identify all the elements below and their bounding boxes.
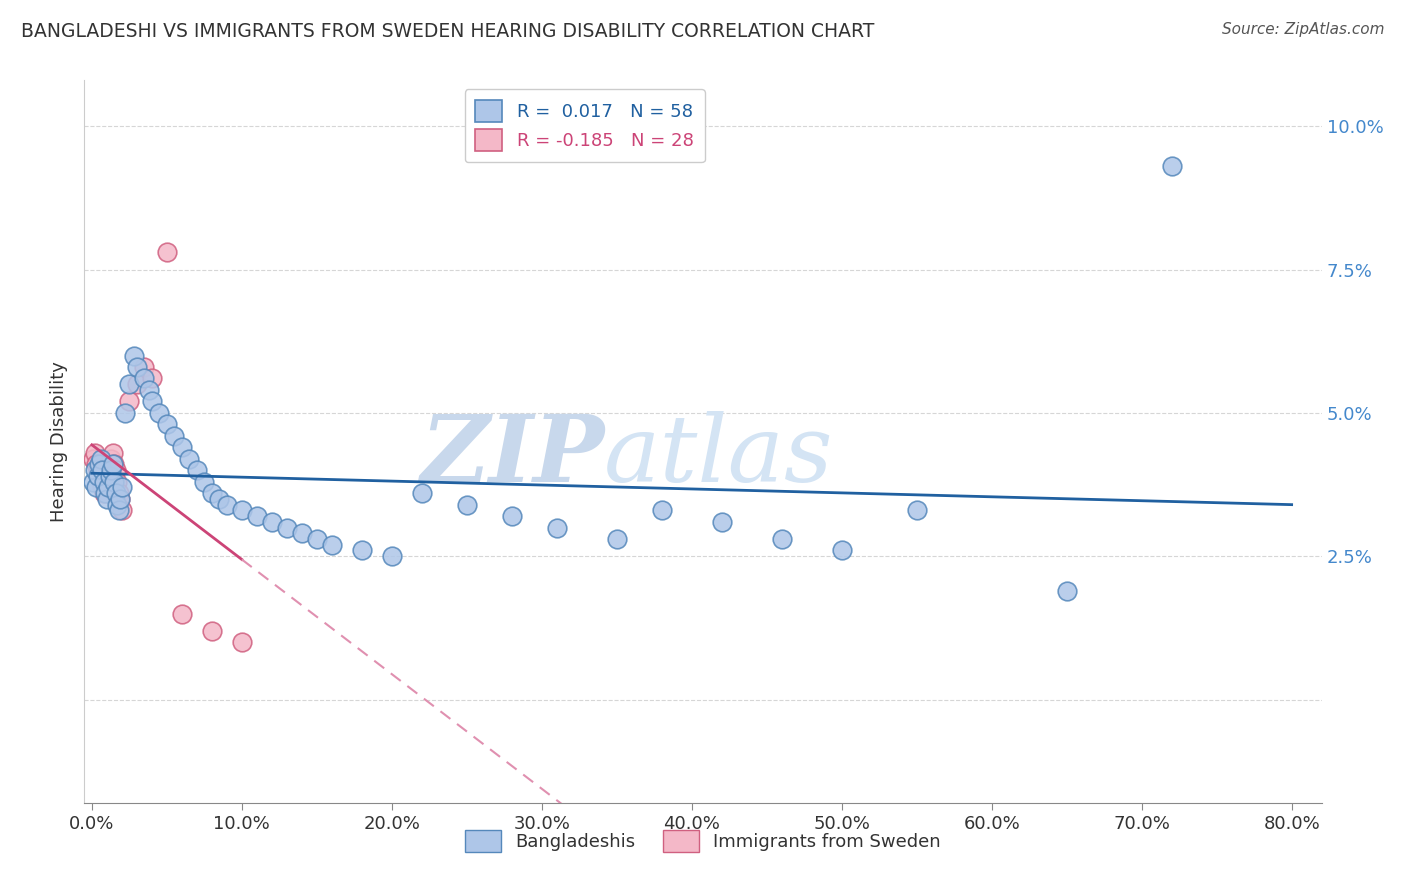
Point [103,458,125,472]
Point [546,520,568,534]
Legend: Bangladeshis, Immigrants from Sweden: Bangladeshis, Immigrants from Sweden [458,822,948,859]
Point [103,475,125,489]
Point [905,503,928,517]
Point [501,509,523,524]
Text: atlas: atlas [605,411,834,501]
Point [101,446,124,460]
Point [201,624,224,638]
Point [350,543,373,558]
Point [1160,159,1182,173]
Point [1056,583,1078,598]
Point [606,532,628,546]
Point [87,463,110,477]
Point [134,359,156,374]
Point [105,498,128,512]
Point [651,503,673,517]
Point [186,463,208,477]
Point [104,463,127,477]
Point [156,417,179,432]
Point [381,549,404,564]
Point [208,491,231,506]
Text: Source: ZipAtlas.com: Source: ZipAtlas.com [1222,22,1385,37]
Point [93,486,115,500]
Point [260,515,283,529]
Point [96,469,118,483]
Point [110,491,132,506]
Point [97,480,120,494]
Point [91,463,114,477]
Point [170,607,193,621]
Point [111,503,134,517]
Point [90,475,112,489]
Point [105,475,128,489]
Point [456,498,478,512]
Point [98,469,121,483]
Point [83,446,105,460]
Point [96,491,118,506]
Point [134,371,156,385]
Point [231,503,253,517]
Point [125,377,148,392]
Point [305,532,328,546]
Text: BANGLADESHI VS IMMIGRANTS FROM SWEDEN HEARING DISABILITY CORRELATION CHART: BANGLADESHI VS IMMIGRANTS FROM SWEDEN HE… [21,22,875,41]
Point [108,503,131,517]
Point [89,458,111,472]
Point [94,475,117,489]
Point [122,349,145,363]
Point [87,469,110,483]
Point [246,509,269,524]
Point [215,498,238,512]
Point [98,458,121,472]
Point [82,451,104,466]
Point [90,451,112,466]
Point [86,458,108,472]
Point [141,371,163,385]
Point [110,491,132,506]
Point [114,406,136,420]
Point [179,451,201,466]
Point [118,377,141,392]
Point [148,406,170,420]
Point [93,475,115,489]
Point [138,383,160,397]
Point [710,515,733,529]
Point [111,480,134,494]
Point [97,463,120,477]
Point [201,486,224,500]
Point [100,463,122,477]
Point [770,532,793,546]
Point [163,429,186,443]
Point [231,635,253,649]
Point [141,394,163,409]
Text: ZIP: ZIP [420,411,605,501]
Point [108,486,131,500]
Point [118,394,141,409]
Point [170,440,193,454]
Point [94,486,117,500]
Point [83,463,105,477]
Point [193,475,215,489]
Point [831,543,853,558]
Point [104,486,127,500]
Point [101,458,124,472]
Point [321,538,343,552]
Point [291,526,314,541]
Point [411,486,433,500]
Point [156,245,179,260]
Point [91,480,114,494]
Point [89,469,111,483]
Point [86,480,108,494]
Y-axis label: Hearing Disability: Hearing Disability [51,361,69,522]
Point [125,359,148,374]
Point [100,451,122,466]
Point [276,520,298,534]
Point [82,475,104,489]
